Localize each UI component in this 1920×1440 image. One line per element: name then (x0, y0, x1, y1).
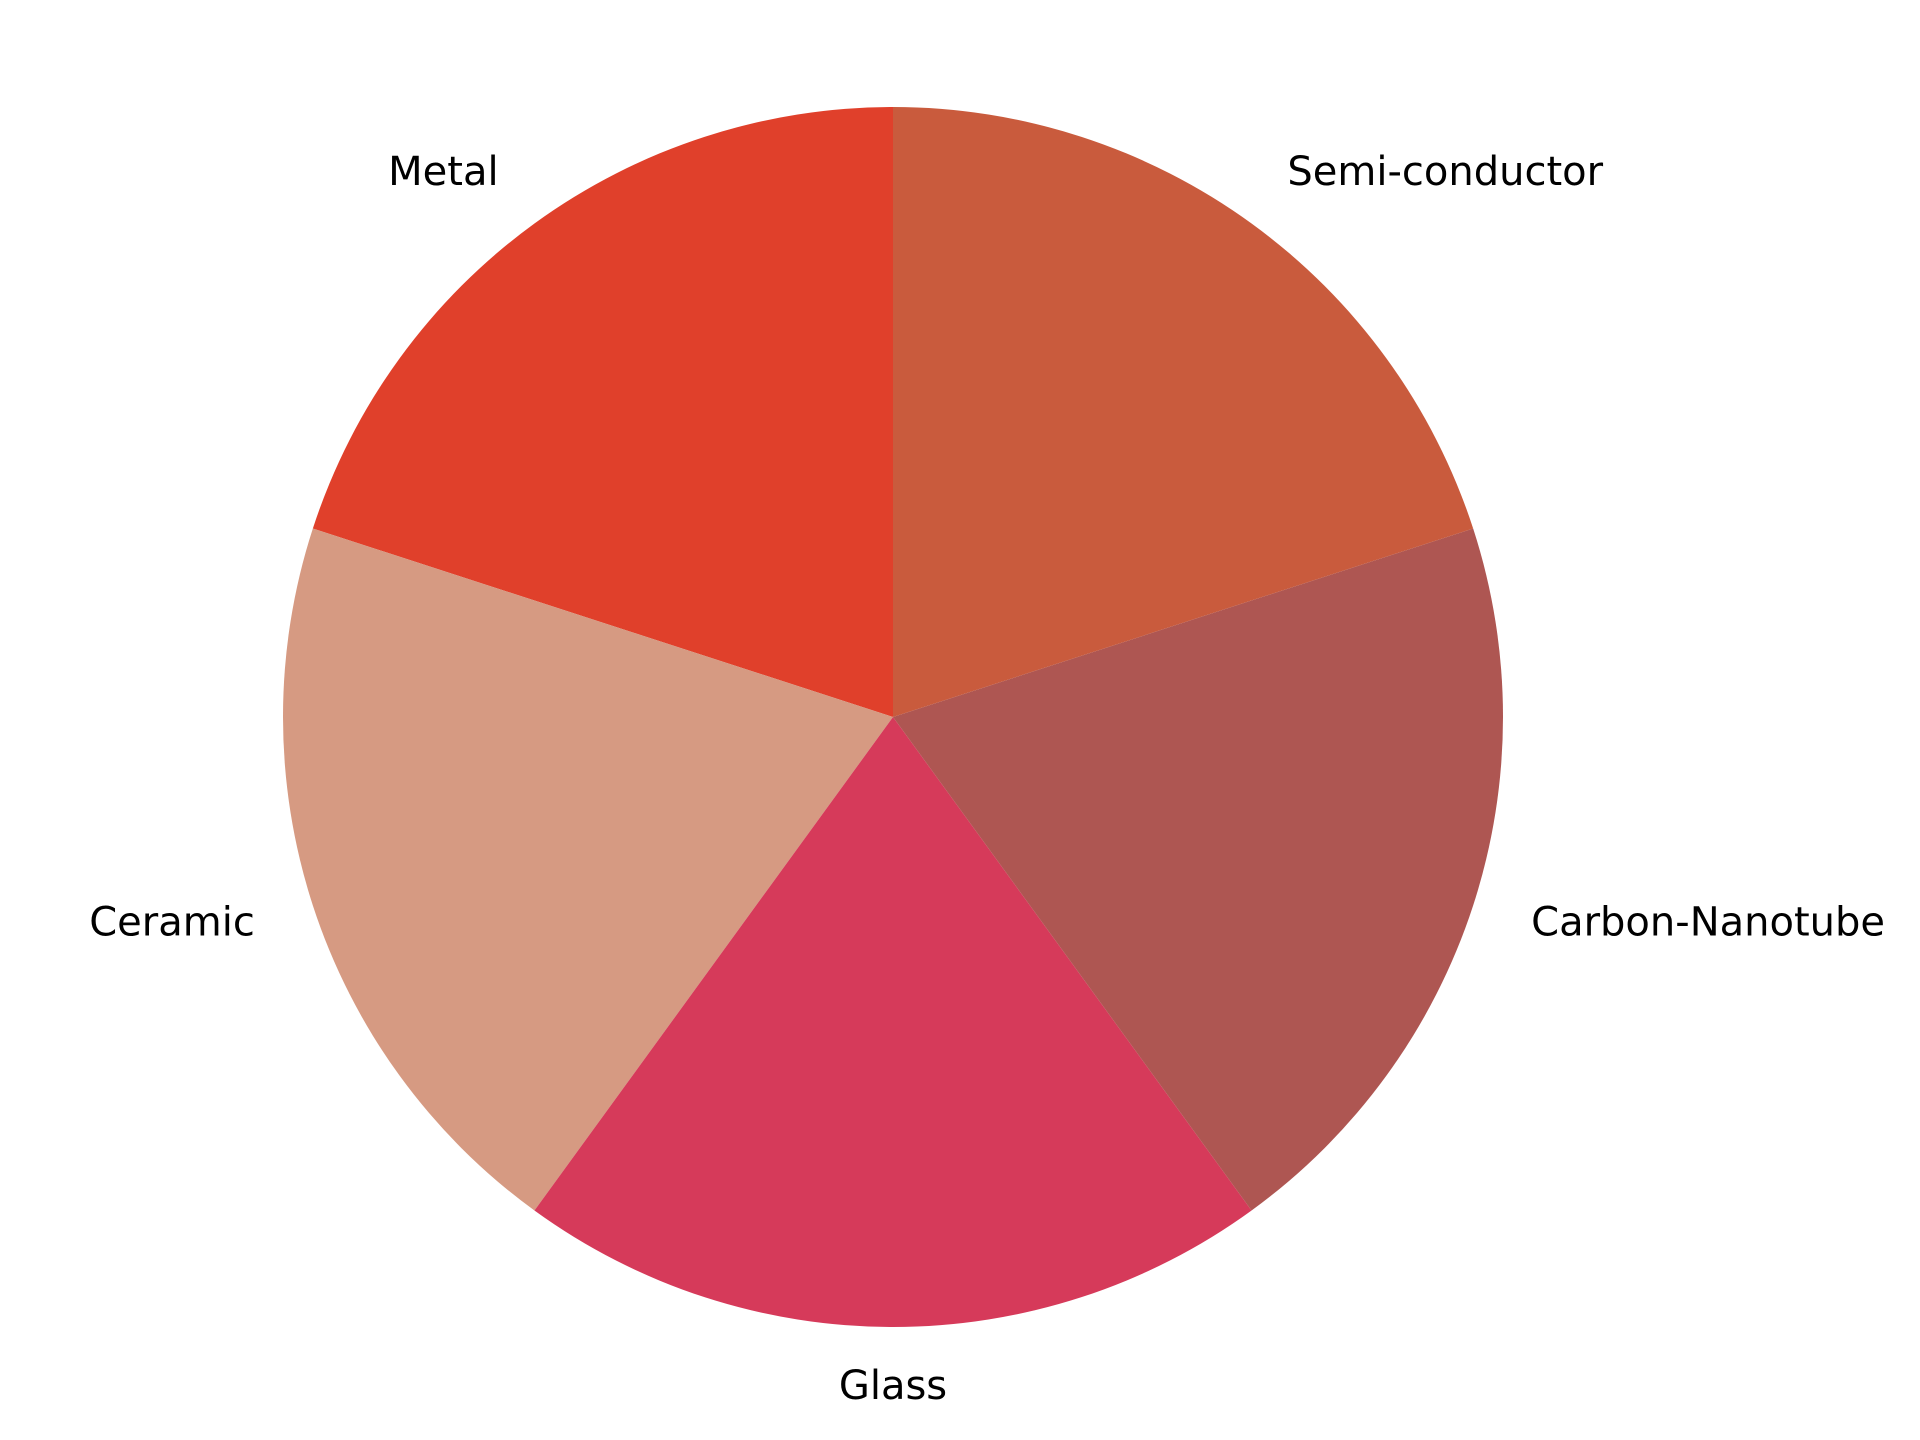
pie-slice-glass (534, 717, 1252, 1327)
pie-label-carbon-nanotube: Carbon-Nanotube (1531, 899, 1885, 945)
pie-label-ceramic: Ceramic (89, 899, 255, 945)
pie-label-glass: Glass (839, 1363, 947, 1409)
pie-label-metal: Metal (388, 149, 498, 195)
pie-slice-ceramic (282, 528, 893, 1211)
pie-slice-carbon-nanotube (893, 528, 1503, 1211)
pie-labels: Metal Ceramic Glass Carbon-Nanotube Semi-con… (89, 149, 1885, 1409)
pie-slice-metal (312, 107, 893, 717)
pie-slice-semi-conductor (893, 107, 1474, 717)
pie-slices (282, 107, 1503, 1327)
pie-label-semi-conductor: Semi-conductor (1287, 149, 1603, 195)
